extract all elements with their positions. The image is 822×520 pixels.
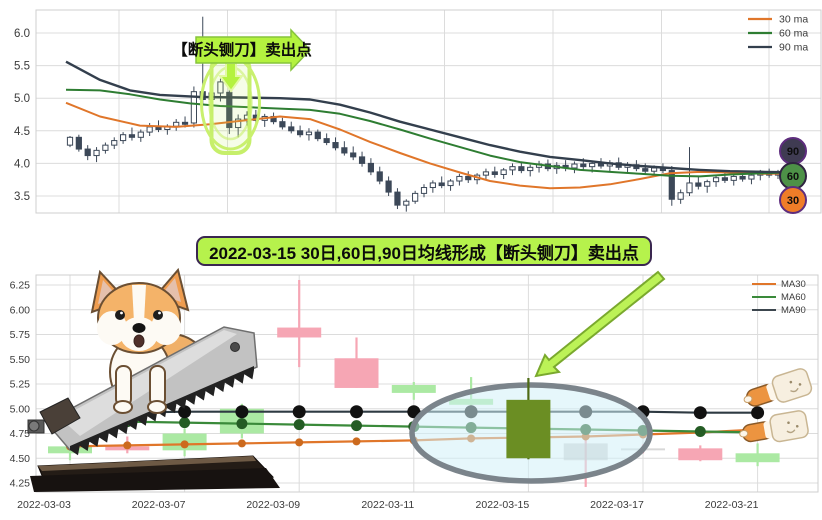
callout-arrow-shape — [195, 28, 312, 72]
bottom-legend: MA30 MA60 MA90 — [752, 279, 806, 316]
svg-text:2022-03-11: 2022-03-11 — [361, 499, 414, 511]
svg-text:2022-03-03: 2022-03-03 — [17, 499, 71, 511]
svg-text:5.75: 5.75 — [10, 329, 31, 341]
corgi-loaf-illustration — [739, 410, 809, 443]
svg-text:5.00: 5.00 — [10, 403, 31, 415]
svg-text:90: 90 — [787, 146, 799, 158]
bottom-chart: 6.25 6.00 5.75 5.50 5.25 5.00 4.75 4.50 4.25 2022… — [10, 270, 819, 511]
svg-text:MA30: MA30 — [781, 279, 806, 290]
svg-text:MA60: MA60 — [781, 292, 806, 303]
svg-text:6.0: 6.0 — [14, 28, 30, 40]
svg-text:4.5: 4.5 — [14, 126, 30, 138]
svg-text:30 ma: 30 ma — [779, 14, 808, 26]
svg-text:6.25: 6.25 — [10, 280, 31, 292]
svg-text:90 ma: 90 ma — [779, 42, 808, 54]
svg-text:5.0: 5.0 — [14, 93, 30, 105]
svg-text:60 ma: 60 ma — [779, 28, 808, 40]
svg-text:5.50: 5.50 — [10, 354, 31, 366]
svg-text:2022-03-09: 2022-03-09 — [246, 499, 300, 511]
sell-point-annotation: 【断头铡刀】卖出点 — [172, 28, 312, 155]
top-candles — [66, 16, 799, 212]
top-chart: 6.0 5.5 5.0 4.5 4.0 3.5 30 ma 60 ma 90 ma 90 60 30 【… — [14, 9, 822, 214]
svg-text:3.5: 3.5 — [14, 191, 30, 203]
corgi-loaf-illustration — [743, 368, 813, 407]
corgi-guillotine-illustration — [27, 267, 280, 492]
svg-text:4.25: 4.25 — [10, 478, 31, 490]
sell-candle — [506, 378, 551, 460]
bottom-x-axis: 2022-03-03 2022-03-07 2022-03-09 2022-03-11… — [17, 499, 758, 511]
svg-text:6.00: 6.00 — [10, 304, 31, 316]
down-arrow-icon — [218, 62, 244, 93]
svg-text:4.50: 4.50 — [10, 453, 31, 465]
svg-text:60: 60 — [787, 171, 799, 183]
svg-text:2022-03-17: 2022-03-17 — [590, 499, 644, 511]
ma-badges: 90 60 30 — [779, 137, 807, 214]
svg-text:2022-03-07: 2022-03-07 — [132, 499, 186, 511]
svg-text:4.0: 4.0 — [14, 158, 30, 170]
svg-text:2022-03-21: 2022-03-21 — [705, 499, 759, 511]
svg-text:5.25: 5.25 — [10, 379, 31, 391]
svg-text:4.75: 4.75 — [10, 428, 31, 440]
pointer-arrow-icon — [534, 270, 666, 378]
svg-text:2022-03-15: 2022-03-15 — [476, 499, 530, 511]
annotation-banner: 2022-03-15 30日,60日,90日均线形成【断头铡刀】卖出点 — [196, 236, 652, 266]
callout-text: 【断头铡刀】卖出点 — [172, 40, 312, 59]
svg-text:5.5: 5.5 — [14, 61, 30, 73]
svg-text:MA90: MA90 — [781, 305, 806, 316]
top-legend: 30 ma 60 ma 90 ma — [748, 14, 808, 54]
svg-text:30: 30 — [787, 195, 799, 207]
